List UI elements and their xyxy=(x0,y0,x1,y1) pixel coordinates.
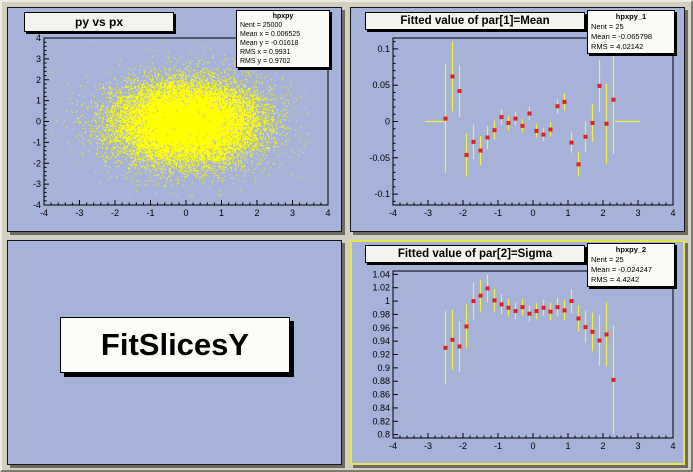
svg-text:2: 2 xyxy=(36,75,41,85)
svg-text:0.92: 0.92 xyxy=(372,350,390,360)
x-axis: -4 -3 -2 -1 0 1 2 3 4 xyxy=(389,433,676,451)
stats-line-mean: Mean = -0.065798 xyxy=(591,32,653,41)
svg-text:-4: -4 xyxy=(389,208,397,218)
svg-text:0.05: 0.05 xyxy=(372,80,390,90)
plot-frame xyxy=(392,270,674,439)
svg-text:0.88: 0.88 xyxy=(372,376,390,386)
x-axis: -4 -3 -2 -1 0 1 2 3 4 xyxy=(389,200,676,218)
svg-text:3: 3 xyxy=(36,54,41,64)
svg-text:0.1: 0.1 xyxy=(377,44,390,54)
svg-text:0: 0 xyxy=(530,208,535,218)
scatter-plot[interactable]: -4 -3 -2 -1 0 1 2 3 4 -4 -3 -2 -1 0 1 2 3 4 xyxy=(8,8,341,231)
stats-box-hpxpy-2[interactable]: hpxpy_2 Nent = 25 Mean = -0.024247 RMS =… xyxy=(587,243,675,287)
svg-text:-2: -2 xyxy=(111,208,119,218)
svg-text:1: 1 xyxy=(565,208,570,218)
plot-title-py-vs-px[interactable]: py vs px xyxy=(24,12,174,32)
svg-text:-1: -1 xyxy=(33,137,41,147)
stats-line-mean: Mean = -0.024247 xyxy=(591,265,653,274)
svg-text:-3: -3 xyxy=(424,441,432,451)
stats-line-entries: Nent = 25 xyxy=(591,22,624,31)
sigma-errorbar-plot[interactable]: -4 -3 -2 -1 0 1 2 3 40.80.820.840.860.880.90.920… xyxy=(351,241,684,464)
stats-histo-name: hpxpy xyxy=(272,13,294,20)
svg-text:4: 4 xyxy=(670,441,675,451)
y-axis: -4 -3 -2 -1 0 1 2 3 4 xyxy=(33,33,49,210)
y-axis: 0.8 0.82 0.84 0.86 0.88 0.9 0.92 0.94 0.96 0.98 1 1… xyxy=(372,269,398,440)
pad-scatter[interactable]: -4 -3 -2 -1 0 1 2 3 4 -4 -3 -2 -1 0 1 2 3 4 py vs px hpxp… xyxy=(7,7,342,232)
stats-line-mean-y: Mean y = -0.01618 xyxy=(240,40,299,47)
stats-histo-name: hpxpy_2 xyxy=(615,245,647,254)
pad-fitted-sigma[interactable]: -4 -3 -2 -1 0 1 2 3 4 0.8 0.82 0.84 0.86 0.88 0.9 0.92 0… xyxy=(350,240,685,465)
stats-line-rms: RMS = 4.4242 xyxy=(591,275,640,284)
svg-text:-4: -4 xyxy=(33,200,41,210)
svg-text:0: 0 xyxy=(36,117,41,127)
svg-text:2: 2 xyxy=(254,208,259,218)
svg-text:1: 1 xyxy=(565,441,570,451)
y-axis: -0.1 -0.05 0 0.05 0.1 xyxy=(369,41,398,202)
fitslicesy-text-box[interactable]: FitSlicesY xyxy=(60,317,290,373)
svg-text:4: 4 xyxy=(670,208,675,218)
svg-text:0.98: 0.98 xyxy=(372,309,390,319)
svg-text:0.82: 0.82 xyxy=(372,416,390,426)
data-markers xyxy=(443,74,616,167)
svg-text:-4: -4 xyxy=(389,441,397,451)
svg-text:0.86: 0.86 xyxy=(372,390,390,400)
svg-text:-3: -3 xyxy=(33,179,41,189)
svg-text:0: 0 xyxy=(183,208,188,218)
stats-line-entries: Nent = 25 xyxy=(591,255,624,264)
stats-box-hpxpy-1[interactable]: hpxpy_1 Nent = 25 Mean = -0.065798 RMS =… xyxy=(587,10,675,54)
svg-text:0.96: 0.96 xyxy=(372,323,390,333)
svg-text:0.8: 0.8 xyxy=(377,430,390,440)
svg-text:2: 2 xyxy=(600,208,605,218)
svg-text:-3: -3 xyxy=(424,208,432,218)
stats-histo-name: hpxpy_1 xyxy=(615,12,647,21)
stats-box-hpxpy[interactable]: hpxpy Nent = 25000 Mean x = 0.006525 Mea… xyxy=(236,10,330,68)
svg-text:0: 0 xyxy=(530,441,535,451)
stats-line-mean-x: Mean x = 0.006525 xyxy=(240,31,301,38)
svg-text:-2: -2 xyxy=(459,441,467,451)
svg-text:-2: -2 xyxy=(459,208,467,218)
svg-text:-1: -1 xyxy=(146,208,154,218)
plot-title-fitted-mean[interactable]: Fitted value of par[1]=Mean xyxy=(365,12,585,30)
svg-text:3: 3 xyxy=(635,441,640,451)
svg-text:0.94: 0.94 xyxy=(372,336,390,346)
svg-text:-2: -2 xyxy=(33,158,41,168)
svg-text:-0.05: -0.05 xyxy=(369,153,390,163)
svg-text:0.84: 0.84 xyxy=(372,403,390,413)
svg-text:4: 4 xyxy=(325,208,330,218)
svg-text:1.02: 1.02 xyxy=(372,283,390,293)
svg-text:1: 1 xyxy=(219,208,224,218)
svg-text:-1: -1 xyxy=(494,441,502,451)
svg-text:-0.1: -0.1 xyxy=(374,189,390,199)
svg-text:-1: -1 xyxy=(494,208,502,218)
stats-line-entries: Nent = 25000 xyxy=(240,22,283,29)
svg-text:0: 0 xyxy=(385,117,390,127)
error-bars xyxy=(425,41,641,177)
svg-text:1: 1 xyxy=(36,96,41,106)
x-axis: -4 -3 -2 -1 0 1 2 3 4 xyxy=(40,200,331,218)
stats-line-rms-y: RMS y = 0.9702 xyxy=(240,58,291,65)
data-markers xyxy=(443,286,616,382)
mean-errorbar-plot[interactable]: -4 -3 -2 -1 0 1 2 3 4 -0.1 -0.05 0 0.05 0.1 xyxy=(351,8,684,231)
error-bars xyxy=(444,274,615,435)
svg-text:0.9: 0.9 xyxy=(377,363,390,373)
svg-text:4: 4 xyxy=(36,33,41,43)
pad-label[interactable]: FitSlicesY xyxy=(7,240,342,465)
svg-text:-3: -3 xyxy=(75,208,83,218)
svg-text:-4: -4 xyxy=(40,208,48,218)
svg-text:1.04: 1.04 xyxy=(372,269,390,279)
pad-fitted-mean[interactable]: -4 -3 -2 -1 0 1 2 3 4 -0.1 -0.05 0 0.05 0.1 Fitted va… xyxy=(350,7,685,232)
stats-line-rms-x: RMS x = 0.9931 xyxy=(240,49,291,56)
plot-title-fitted-sigma[interactable]: Fitted value of par[2]=Sigma xyxy=(365,245,585,263)
svg-text:2: 2 xyxy=(600,441,605,451)
svg-text:1: 1 xyxy=(385,296,390,306)
svg-text:3: 3 xyxy=(635,208,640,218)
stats-line-rms: RMS = 4.02142 xyxy=(591,42,644,51)
svg-text:3: 3 xyxy=(290,208,295,218)
